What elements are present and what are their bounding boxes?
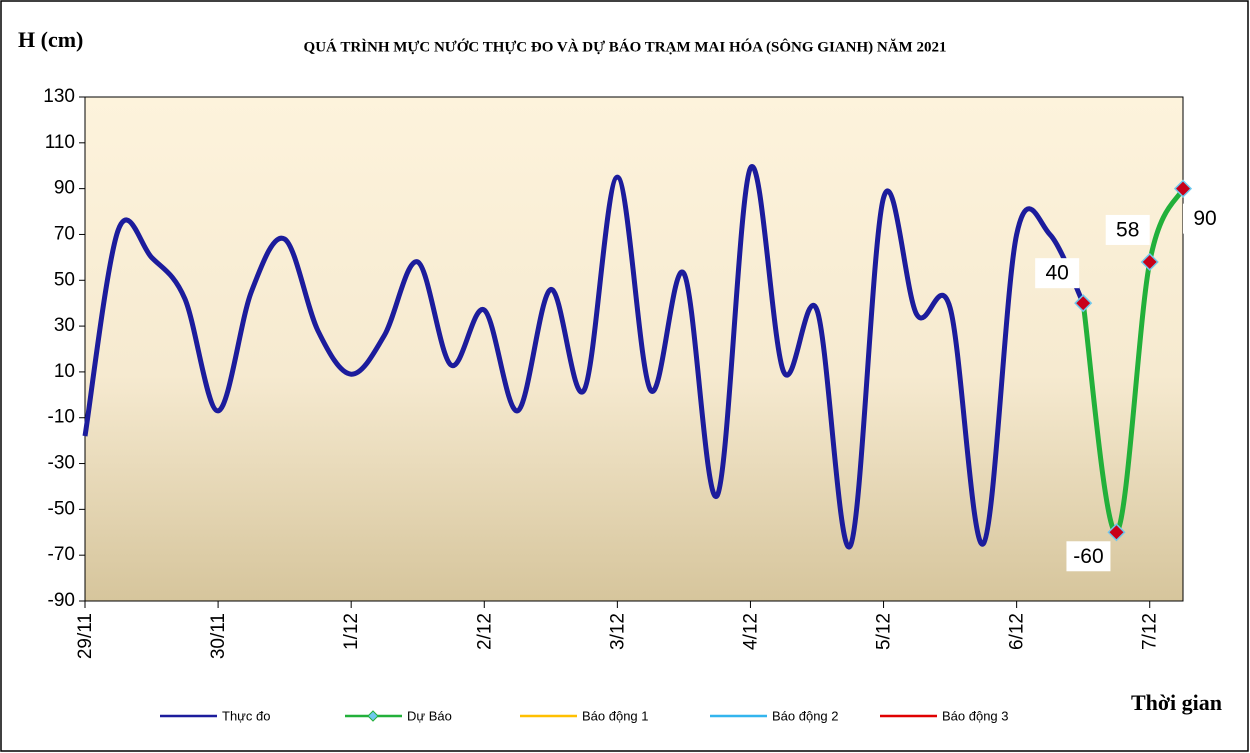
x-tick-label: 29/11	[75, 613, 96, 659]
x-label: Thời gian	[1131, 690, 1222, 715]
y-tick-label: 30	[54, 315, 75, 336]
marker	[1173, 179, 1193, 198]
x-tick-label: 6/12	[1007, 613, 1028, 650]
x-tick-label: 2/12	[474, 613, 495, 650]
x-tick-label: 5/12	[874, 613, 895, 650]
data-label: -60	[1073, 545, 1103, 568]
data-label: 58	[1116, 218, 1139, 241]
y-tick-label: -30	[48, 453, 75, 474]
y-tick-label: -50	[48, 498, 75, 519]
y-tick-label: 90	[54, 178, 75, 199]
chart-title: QUÁ TRÌNH MỰC NƯỚC THỰC ĐO VÀ DỰ BÁO TRẠ…	[304, 38, 947, 55]
marker	[1140, 252, 1159, 272]
y-tick-label: 50	[54, 269, 75, 290]
marker	[1107, 523, 1126, 542]
x-tick-label: 3/12	[607, 613, 628, 650]
label-box	[1035, 258, 1080, 289]
x-tick-label: 7/12	[1140, 613, 1161, 650]
legend-label: Báo động 2	[772, 708, 839, 723]
y-tick-label: 10	[54, 361, 75, 382]
series-line	[82, 164, 1086, 550]
label-box	[1183, 203, 1227, 234]
x-tick-label: 1/12	[341, 613, 362, 650]
y-label: H (cm)	[18, 27, 83, 52]
series-line	[1080, 187, 1186, 535]
y-tick-label: 130	[43, 86, 75, 107]
data-label: 40	[1046, 262, 1069, 285]
legend-label: Thực đo	[222, 708, 270, 723]
x-tick-label: 4/12	[740, 613, 761, 650]
plot-area	[84, 96, 1184, 602]
y-tick-label: 110	[45, 132, 75, 153]
y-tick-label: -10	[48, 407, 75, 428]
y-tick-label: 70	[54, 223, 75, 244]
legend-label: Báo động 1	[582, 708, 649, 723]
y-tick-label: -90	[48, 590, 75, 611]
marker	[1074, 294, 1093, 313]
label-box	[1105, 214, 1150, 245]
label-box	[1066, 541, 1111, 572]
x-tick-label: 30/11	[208, 613, 229, 659]
legend-label: Báo động 3	[942, 708, 1009, 723]
data-label: 90	[1193, 207, 1216, 230]
legend-marker	[367, 710, 379, 722]
legend-label: Dự Báo	[407, 708, 452, 723]
y-tick-label: -70	[48, 544, 75, 565]
